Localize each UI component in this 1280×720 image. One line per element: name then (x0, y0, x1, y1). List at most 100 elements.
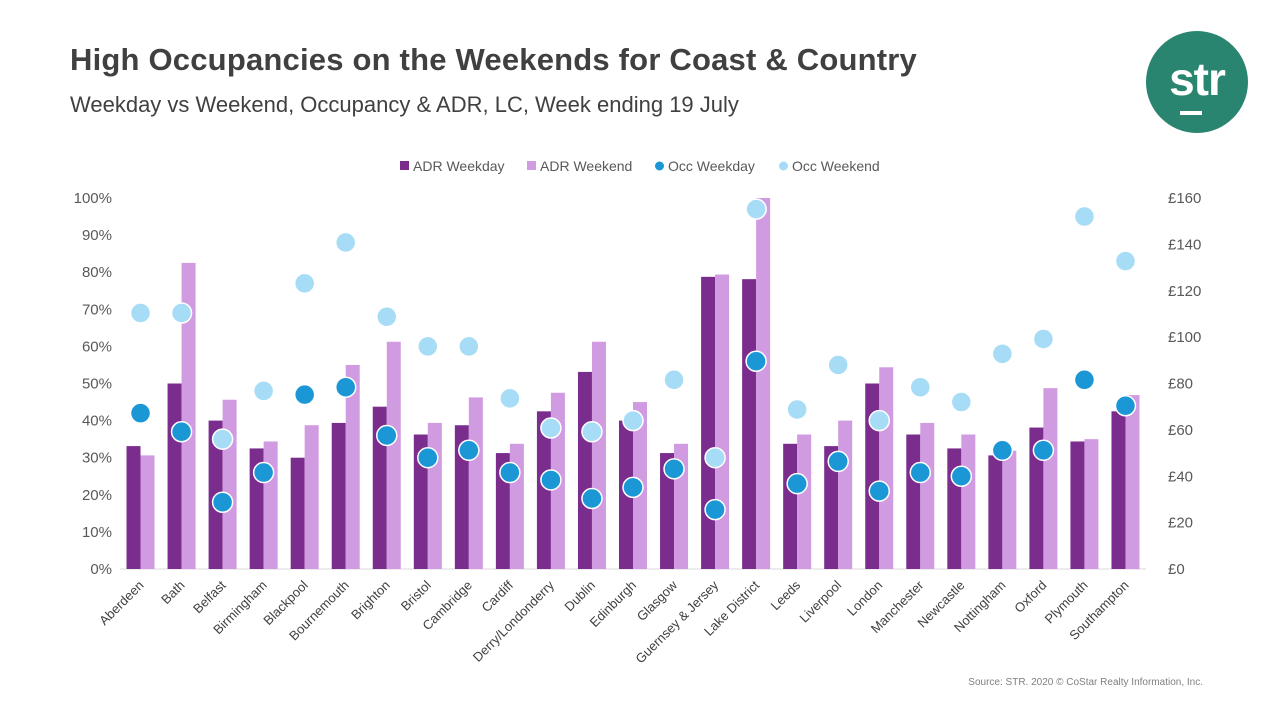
marker-occ-weekend (622, 409, 644, 432)
marker-occ-weekend (417, 335, 439, 358)
category-label: London (844, 578, 885, 619)
marker-occ-weekend (909, 376, 932, 398)
marker-occ-weekday (252, 461, 275, 484)
category-label: Oxford (1011, 578, 1049, 616)
bar-series (126, 198, 1140, 569)
marker-occ-weekday (1114, 395, 1137, 417)
marker-occ-weekend (868, 409, 890, 432)
str-logo: str (1146, 31, 1248, 133)
right-tick-label: £140 (1168, 236, 1201, 253)
legend-marker (779, 161, 788, 171)
marker-occ-weekday (129, 402, 152, 424)
marker-occ-weekday (334, 376, 357, 398)
bar-adr-weekday (536, 411, 551, 569)
bar-adr-weekend (304, 425, 319, 569)
bar-adr-weekend (879, 367, 894, 569)
bar-adr-weekday (331, 422, 346, 569)
marker-occ-weekday (827, 450, 849, 473)
bar-adr-weekend (427, 422, 442, 569)
marker-occ-weekend (786, 398, 808, 421)
marker-occ-weekday (786, 472, 808, 495)
bar-adr-weekday (577, 371, 592, 569)
bar-adr-weekend (1084, 439, 1099, 569)
marker-occ-weekday (211, 491, 234, 513)
bar-adr-weekend (920, 422, 935, 569)
marker-occ-weekday (622, 476, 644, 499)
marker-occ-weekend (827, 354, 849, 376)
bar-adr-weekday (701, 276, 716, 569)
marker-occ-weekday (293, 383, 316, 406)
right-tick-label: £0 (1168, 561, 1185, 578)
marker-occ-weekend (211, 428, 234, 450)
marker-occ-weekend (129, 302, 152, 324)
marker-occ-weekday (1032, 439, 1055, 462)
category-label: Brighton (348, 578, 393, 623)
marker-occ-weekday (376, 424, 398, 447)
bar-adr-weekend (756, 198, 771, 569)
marker-occ-weekday (745, 350, 767, 372)
marker-occ-weekday (663, 458, 685, 480)
bar-adr-weekday (1111, 411, 1126, 569)
right-tick-label: £60 (1168, 422, 1193, 439)
category-label: Dublin (561, 578, 598, 615)
left-tick-label: 10% (82, 524, 112, 541)
bar-adr-weekend (1125, 395, 1140, 569)
category-label: Bath (158, 578, 188, 608)
chart-legend: ADR Weekday ADR Weekend Occ Weekday Occ Wee… (400, 158, 880, 174)
legend-swatch (400, 161, 409, 170)
legend-label: ADR Weekday (413, 158, 505, 174)
marker-occ-weekend (950, 391, 973, 413)
left-tick-label: 100% (74, 190, 112, 207)
marker-occ-weekend (334, 231, 357, 254)
bar-adr-weekend (345, 364, 360, 569)
source-note: Source: STR. 2020 © CoStar Realty Inform… (968, 677, 1203, 688)
left-tick-label: 20% (82, 487, 112, 504)
marker-occ-weekday (581, 487, 603, 510)
left-tick-label: 0% (90, 561, 112, 578)
right-tick-label: £40 (1168, 468, 1193, 485)
legend-marker (655, 161, 664, 171)
left-tick-label: 50% (82, 376, 112, 393)
marker-occ-weekday (170, 420, 193, 443)
left-tick-label: 30% (82, 450, 112, 467)
marker-occ-weekend (745, 198, 767, 220)
marker-occ-weekday (909, 461, 932, 484)
marker-occ-weekend (663, 369, 685, 391)
left-tick-label: 60% (82, 338, 112, 355)
bar-adr-weekend (222, 399, 237, 569)
left-tick-label: 90% (82, 227, 112, 244)
bar-adr-weekday (906, 434, 921, 569)
bar-adr-weekday (372, 406, 387, 569)
bar-adr-weekend (386, 341, 401, 569)
logo-underline (1180, 111, 1202, 115)
left-tick-label: 80% (82, 264, 112, 281)
chart-title: High Occupancies on the Weekends for Coa… (70, 42, 917, 77)
left-y-axis: 0% 10% 20% 30% 40% 50% 60% 70% 80% 90% 100% (74, 190, 112, 578)
bar-adr-weekday (1070, 441, 1085, 569)
bar-adr-weekend (961, 434, 976, 569)
right-tick-label: £20 (1168, 515, 1193, 532)
legend-label: Occ Weekend (792, 158, 880, 174)
right-y-axis: £0 £20 £40 £60 £80 £100 £120 £140 £160 (120, 190, 1201, 578)
marker-occ-weekend (499, 387, 521, 410)
bar-adr-weekday (742, 279, 757, 569)
bar-adr-weekday (454, 425, 469, 569)
marker-occ-weekday (991, 439, 1014, 462)
bar-adr-weekday (783, 443, 798, 569)
bar-adr-weekday (1029, 427, 1044, 569)
marker-series (129, 198, 1137, 521)
bar-adr-weekday (167, 383, 182, 569)
bar-adr-weekday (824, 446, 839, 569)
marker-occ-weekend (170, 302, 193, 324)
marker-occ-weekday (950, 465, 973, 487)
bar-adr-weekend (1002, 450, 1017, 569)
marker-occ-weekend (540, 417, 562, 439)
left-tick-label: 40% (82, 413, 112, 430)
bar-adr-weekday (290, 457, 305, 569)
marker-occ-weekend (991, 343, 1014, 365)
chart-subtitle: Weekday vs Weekend, Occupancy & ADR, LC,… (70, 92, 739, 117)
bar-adr-weekend (140, 455, 155, 569)
marker-occ-weekend (704, 446, 726, 469)
right-tick-label: £80 (1168, 376, 1193, 393)
marker-occ-weekday (458, 439, 480, 462)
